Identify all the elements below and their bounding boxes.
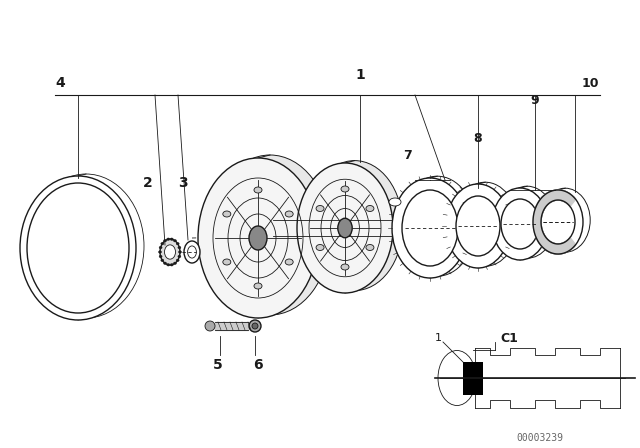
Ellipse shape <box>341 186 349 192</box>
Text: 7: 7 <box>404 148 412 161</box>
Ellipse shape <box>163 262 166 264</box>
Ellipse shape <box>163 240 166 242</box>
Ellipse shape <box>249 226 267 250</box>
Ellipse shape <box>198 158 318 318</box>
Ellipse shape <box>179 251 182 253</box>
Text: 8: 8 <box>474 132 483 145</box>
Text: 4: 4 <box>55 76 65 90</box>
Ellipse shape <box>161 259 164 262</box>
Ellipse shape <box>341 264 349 270</box>
Ellipse shape <box>170 238 173 241</box>
Ellipse shape <box>249 320 261 332</box>
Ellipse shape <box>366 206 374 211</box>
Ellipse shape <box>27 183 129 313</box>
Ellipse shape <box>492 188 548 260</box>
Ellipse shape <box>316 206 324 211</box>
Ellipse shape <box>254 187 262 193</box>
Ellipse shape <box>254 283 262 289</box>
Polygon shape <box>533 190 575 254</box>
Ellipse shape <box>501 199 539 249</box>
Ellipse shape <box>223 259 231 265</box>
Ellipse shape <box>548 198 582 242</box>
Ellipse shape <box>159 255 162 258</box>
Ellipse shape <box>161 242 164 245</box>
Ellipse shape <box>188 246 196 258</box>
Text: 5: 5 <box>213 358 223 372</box>
Ellipse shape <box>307 160 403 291</box>
Ellipse shape <box>178 255 181 258</box>
Text: 9: 9 <box>531 94 540 107</box>
Ellipse shape <box>20 176 136 320</box>
Ellipse shape <box>178 246 181 249</box>
Ellipse shape <box>167 238 170 241</box>
Ellipse shape <box>409 188 465 264</box>
Text: 1: 1 <box>355 68 365 82</box>
Ellipse shape <box>205 321 215 331</box>
Text: C1: C1 <box>500 332 518 345</box>
Text: 10: 10 <box>581 77 599 90</box>
Ellipse shape <box>160 239 180 265</box>
Ellipse shape <box>167 263 170 266</box>
Ellipse shape <box>316 245 324 250</box>
Text: 00003239: 00003239 <box>516 433 563 443</box>
Ellipse shape <box>415 220 425 236</box>
Ellipse shape <box>170 263 173 266</box>
Ellipse shape <box>297 163 393 293</box>
Text: 6: 6 <box>253 358 263 372</box>
Ellipse shape <box>285 211 293 217</box>
Ellipse shape <box>463 194 507 254</box>
Ellipse shape <box>366 245 374 250</box>
Ellipse shape <box>159 251 161 253</box>
Ellipse shape <box>184 241 200 263</box>
Ellipse shape <box>456 196 500 256</box>
Ellipse shape <box>389 198 401 206</box>
Ellipse shape <box>173 240 177 242</box>
Ellipse shape <box>533 190 583 254</box>
Ellipse shape <box>402 190 458 266</box>
Text: 1: 1 <box>435 333 442 343</box>
Ellipse shape <box>446 184 510 268</box>
Ellipse shape <box>338 218 352 238</box>
Ellipse shape <box>210 155 330 315</box>
Text: 3: 3 <box>178 176 188 190</box>
Ellipse shape <box>392 178 468 278</box>
Ellipse shape <box>438 350 476 405</box>
Ellipse shape <box>285 259 293 265</box>
Ellipse shape <box>159 246 162 249</box>
Ellipse shape <box>541 200 575 244</box>
Ellipse shape <box>176 242 179 245</box>
Ellipse shape <box>176 259 179 262</box>
Ellipse shape <box>252 323 258 329</box>
Bar <box>463 362 483 395</box>
Ellipse shape <box>173 262 177 264</box>
Ellipse shape <box>508 197 546 247</box>
Ellipse shape <box>223 211 231 217</box>
Text: 2: 2 <box>143 176 153 190</box>
Ellipse shape <box>164 245 175 259</box>
